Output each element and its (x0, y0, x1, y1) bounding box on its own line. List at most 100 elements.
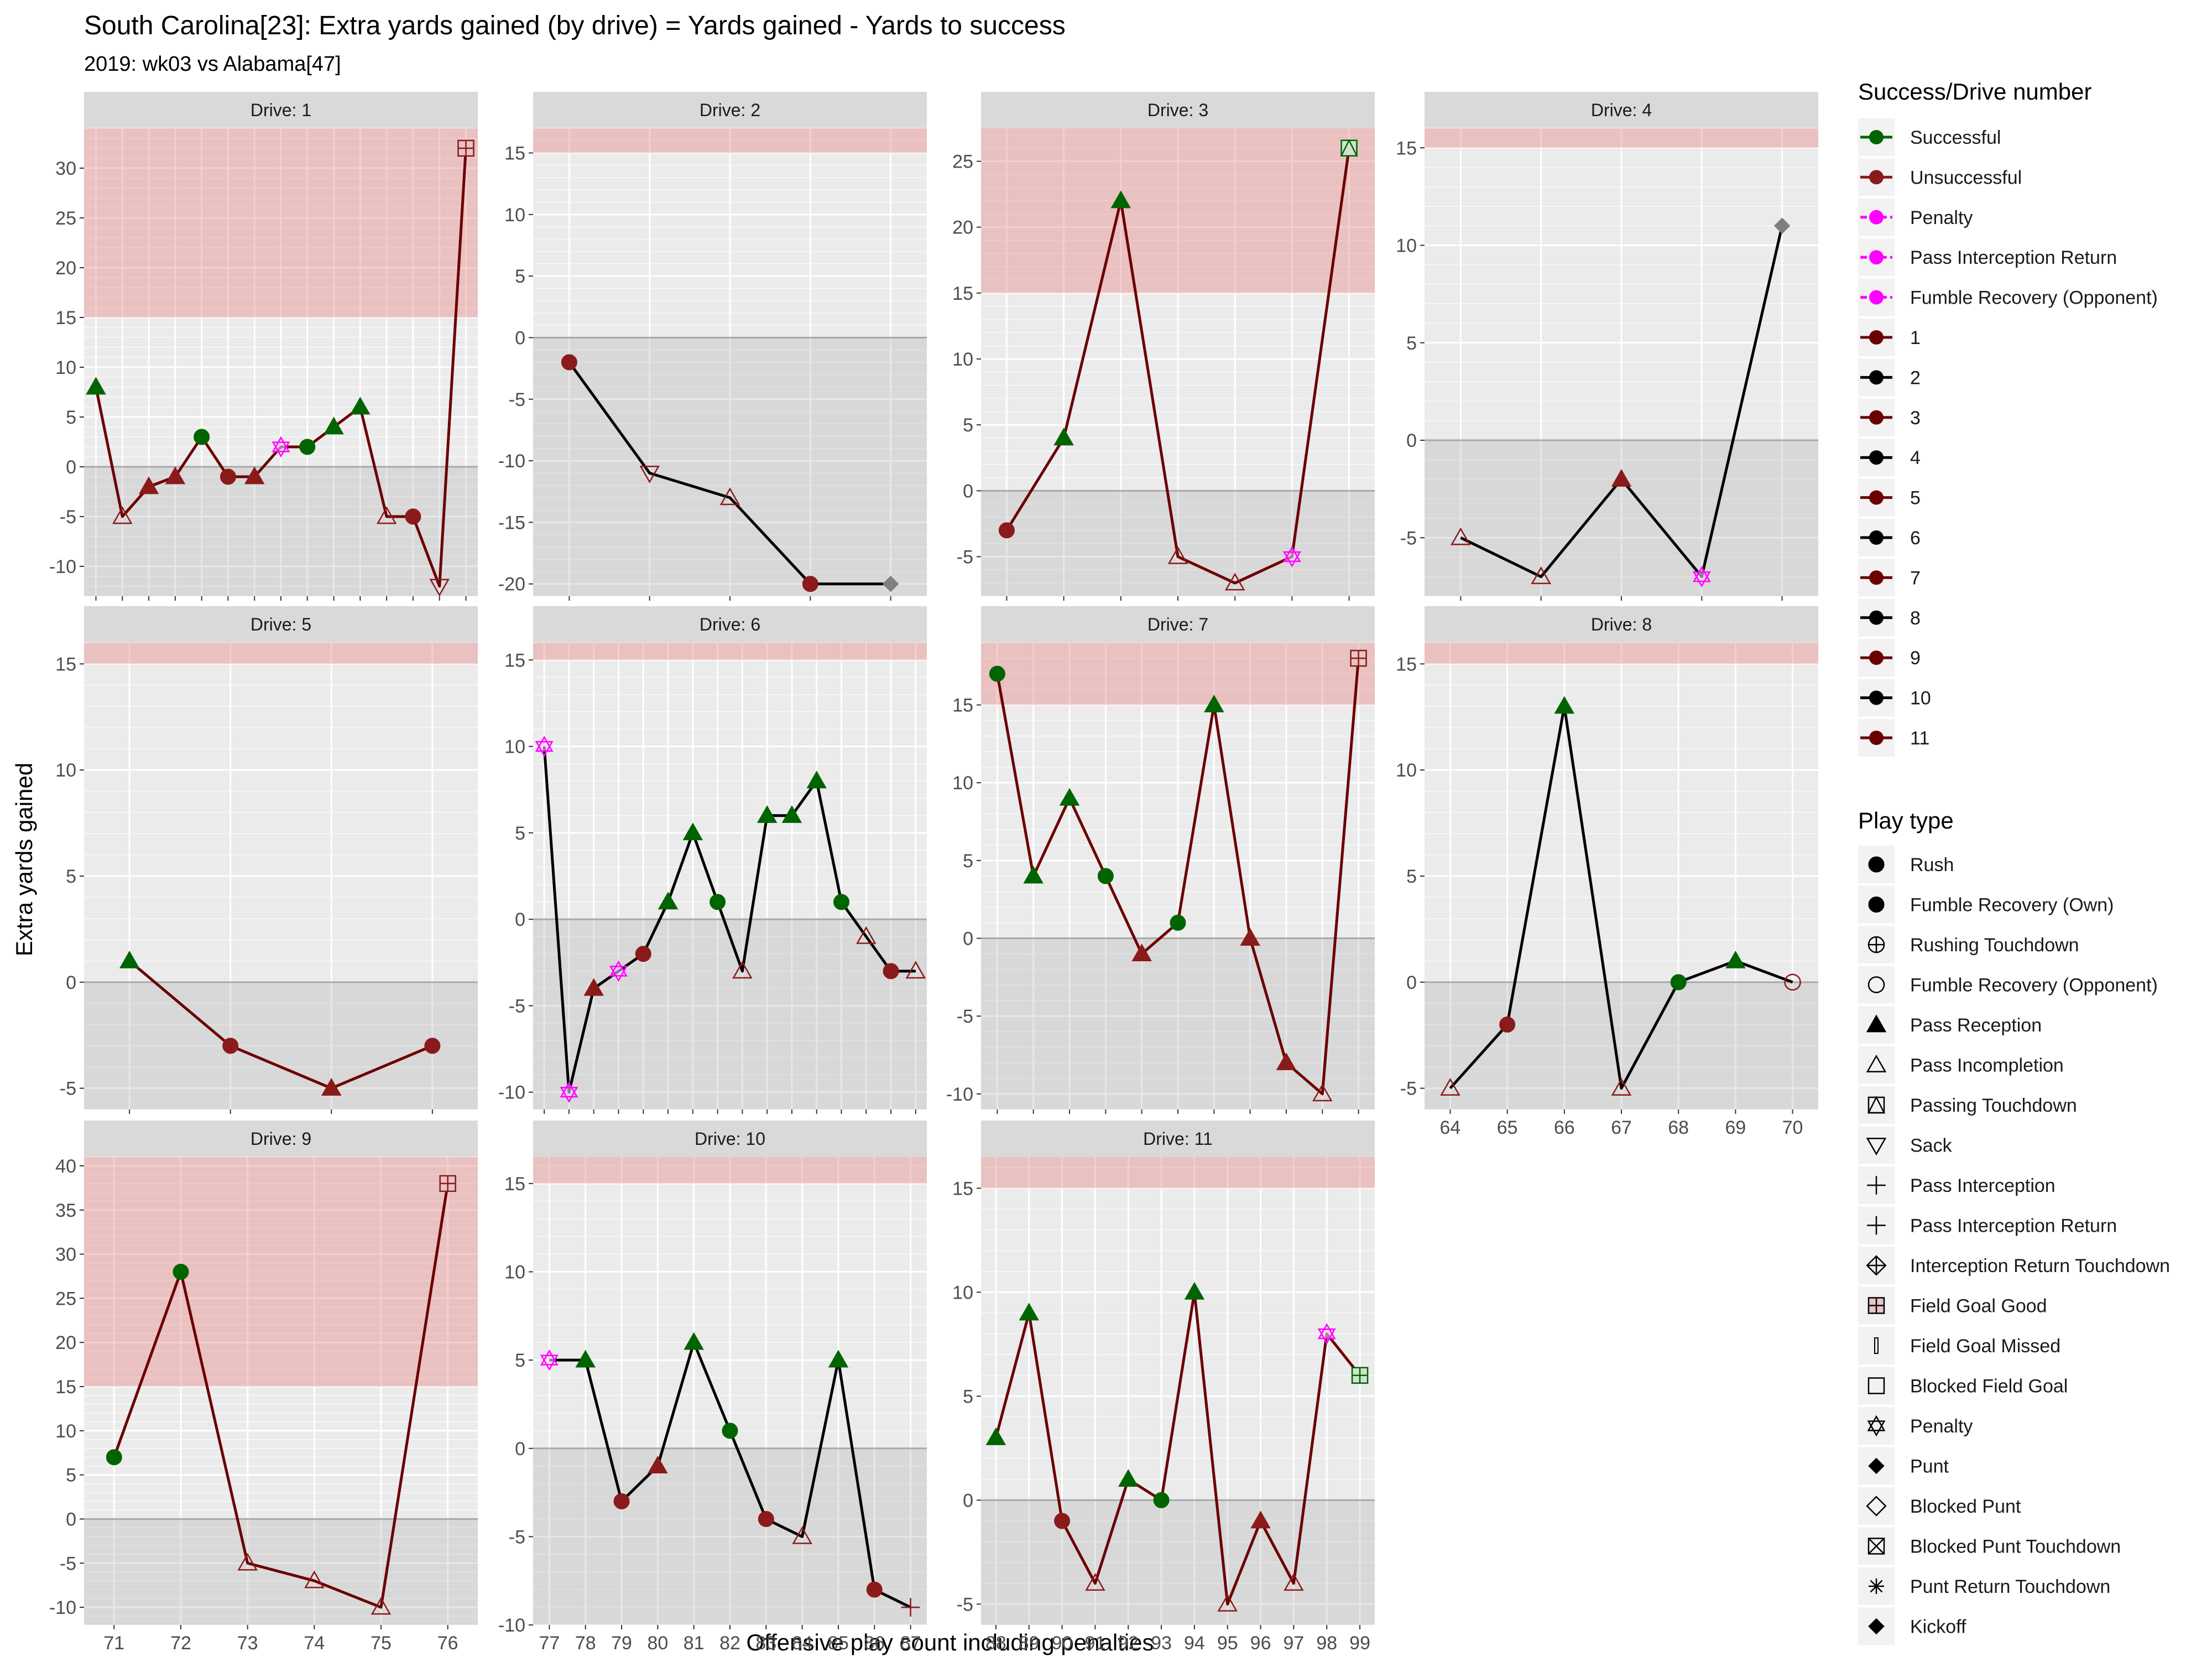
facet-strip (533, 606, 927, 643)
data-point (985, 1427, 1006, 1445)
drive-series-line (568, 361, 891, 586)
data-point (560, 1081, 578, 1103)
x-tick-label: 67 (1611, 1117, 1632, 1138)
legend-label: 10 (1910, 688, 1931, 709)
y-tick-label: 15 (952, 283, 973, 304)
data-point (321, 1078, 342, 1096)
data-point (299, 439, 316, 455)
data-point (220, 468, 236, 485)
data-point (138, 476, 159, 494)
x-tick-label: 94 (1184, 1633, 1205, 1654)
legend-label: Penalty (1910, 1416, 1973, 1437)
facet-drive-4: Drive: 4-50510152829303132 (1396, 92, 1818, 625)
legend-label: 7 (1910, 567, 1921, 588)
panel-background (84, 1157, 478, 1625)
x-tick-label: 75 (371, 1633, 392, 1654)
y-tick-label: -10 (498, 451, 525, 472)
x-tick-label: 85 (828, 1633, 849, 1654)
y-tick-label: 20 (952, 217, 973, 238)
legend-item: 2 (1858, 358, 1921, 397)
legend-symbol (1868, 856, 1885, 873)
y-tick-label: 10 (504, 737, 525, 758)
legend-dot (1869, 530, 1884, 545)
legend-dot (1869, 170, 1884, 185)
drive-series-line (112, 1183, 450, 1609)
data-point (1725, 950, 1746, 968)
facet-strip (84, 1121, 478, 1157)
y-tick-label: 5 (515, 823, 525, 844)
data-point (272, 436, 290, 458)
legend-label: Blocked Punt Touchdown (1910, 1536, 2121, 1557)
legend-label: Field Goal Missed (1910, 1336, 2060, 1357)
x-tick-label: 80 (647, 1633, 668, 1654)
data-point (429, 579, 450, 597)
legend-item: Successful (1858, 118, 2001, 156)
data-point (1153, 1492, 1170, 1508)
data-point (901, 1598, 920, 1617)
legend-key (1858, 1487, 1895, 1525)
y-tick-label: 15 (952, 1178, 973, 1199)
legend-symbol (1866, 1255, 1887, 1276)
data-point (1053, 428, 1074, 446)
legend-symbol (1867, 1377, 1885, 1394)
legend-item: Fumble Recovery (Opponent) (1858, 278, 2158, 316)
data-point (1499, 1017, 1516, 1033)
data-point (833, 894, 850, 910)
legend-label: Kickoff (1910, 1617, 1966, 1638)
success-threshold-band (981, 128, 1375, 293)
legend-key (1858, 1126, 1895, 1164)
facet-drive-11: Drive: 11 -5 0 5 10 15 88 89 90 91 92 93 94 95 96 97 98 9… (952, 1121, 1375, 1654)
x-tick-label: 98 (1316, 1633, 1337, 1654)
legend-dot (1869, 570, 1884, 585)
x-tick-label: 74 (304, 1633, 325, 1654)
y-tick-label: -10 (49, 556, 76, 577)
legend-symbol (1867, 1297, 1885, 1314)
legend-key (1858, 1046, 1895, 1084)
y-tick-label: 15 (504, 143, 525, 164)
legend-symbol (1868, 1457, 1885, 1475)
legend-label: 5 (1910, 488, 1921, 509)
data-point (86, 377, 106, 395)
y-tick-label: 15 (504, 650, 525, 671)
legend-key (1858, 1086, 1895, 1124)
x-tick-label: 68 (1668, 1117, 1689, 1138)
facet-strip (84, 606, 478, 643)
y-tick-label: 10 (1396, 760, 1417, 781)
legend-item: Passing Touchdown (1858, 1086, 2077, 1124)
data-point (856, 926, 877, 944)
y-tick-label: -10 (946, 1084, 973, 1105)
y-tick-label: -5 (60, 1553, 76, 1574)
y-tick-label: 0 (1406, 972, 1417, 993)
data-point (1773, 217, 1791, 234)
negative-band (981, 938, 1375, 1109)
legend-label: 8 (1910, 608, 1921, 629)
y-tick-label: 15 (952, 695, 973, 716)
negative-band (84, 982, 478, 1109)
legend-label: Rush (1910, 855, 1954, 876)
data-point (1276, 1052, 1297, 1070)
legend: Success/Drive number Successful Unsuccessf… (1858, 79, 2170, 1645)
legend-item: Pass Incompletion (1858, 1046, 2064, 1084)
data-point (222, 1038, 239, 1054)
x-tick-label: 65 (1497, 1117, 1518, 1138)
y-tick-label: 0 (963, 481, 973, 502)
success-threshold-band (1425, 643, 1818, 664)
data-point (1167, 546, 1188, 564)
legend-item: Blocked Punt (1858, 1487, 2021, 1525)
drive-series-line (542, 746, 916, 1094)
y-tick-label: -5 (509, 389, 525, 410)
chart-title: South Carolina[23]: Extra yards gained (… (84, 11, 1066, 40)
data-point (1312, 1083, 1333, 1102)
facet-strip-label: Drive: 1 (251, 100, 311, 120)
data-point (648, 1456, 668, 1474)
legend-symbol (1867, 1176, 1886, 1195)
success-threshold-band (533, 128, 927, 153)
legend-symbol (1866, 1054, 1887, 1072)
y-tick-label: 5 (515, 266, 525, 287)
facet-strip-label: Drive: 6 (700, 614, 760, 634)
legend-title-play-type: Play type (1858, 807, 1954, 833)
legend-item: 10 (1858, 679, 1931, 717)
data-point (1110, 190, 1131, 209)
data-point (194, 429, 210, 445)
y-tick-label: 10 (55, 1421, 76, 1442)
